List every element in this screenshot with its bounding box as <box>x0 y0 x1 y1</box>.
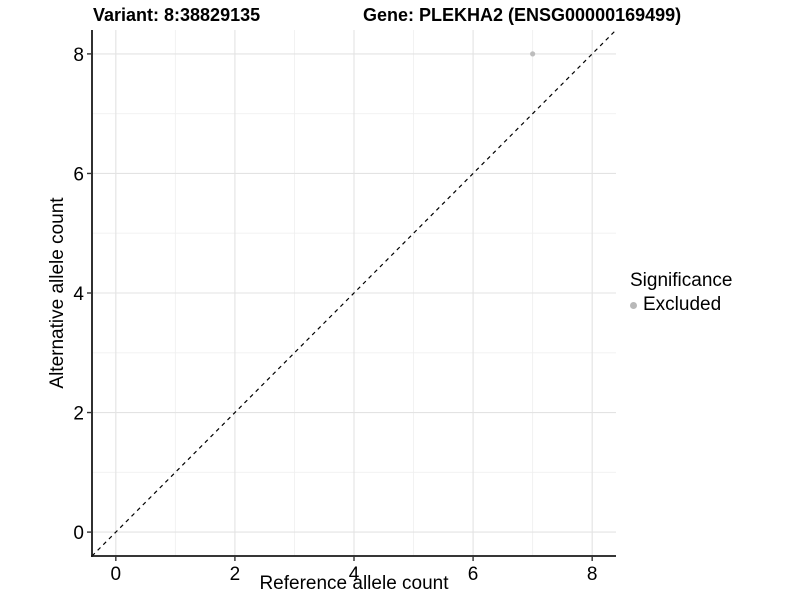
y-tick-label: 0 <box>73 523 84 544</box>
y-tick-label: 2 <box>73 404 84 425</box>
x-axis-title: Reference allele count <box>259 573 449 594</box>
variant-title: Variant: 8:38829135 <box>93 5 261 25</box>
legend-point-icon <box>630 301 637 309</box>
identity-line <box>91 29 617 557</box>
x-tick-label: 6 <box>468 564 479 585</box>
legend-title: Significance <box>630 270 733 291</box>
gene-title: Gene: PLEKHA2 (ENSG00000169499) <box>363 5 682 25</box>
legend-item-label: Excluded <box>643 294 722 315</box>
legend-item-excluded: Excluded <box>630 294 732 316</box>
y-tick-label: 4 <box>73 284 84 305</box>
x-tick-label: 4 <box>349 564 360 585</box>
y-axis-title: Alternative allele count <box>47 197 68 389</box>
x-tick-label: 0 <box>111 564 122 585</box>
x-tick-label: 8 <box>587 564 598 585</box>
y-tick-label: 8 <box>73 45 84 66</box>
legend: Significance Excluded <box>630 270 732 316</box>
data-point <box>530 51 536 57</box>
y-tick-label: 6 <box>73 164 84 185</box>
x-tick-label: 2 <box>230 564 241 585</box>
